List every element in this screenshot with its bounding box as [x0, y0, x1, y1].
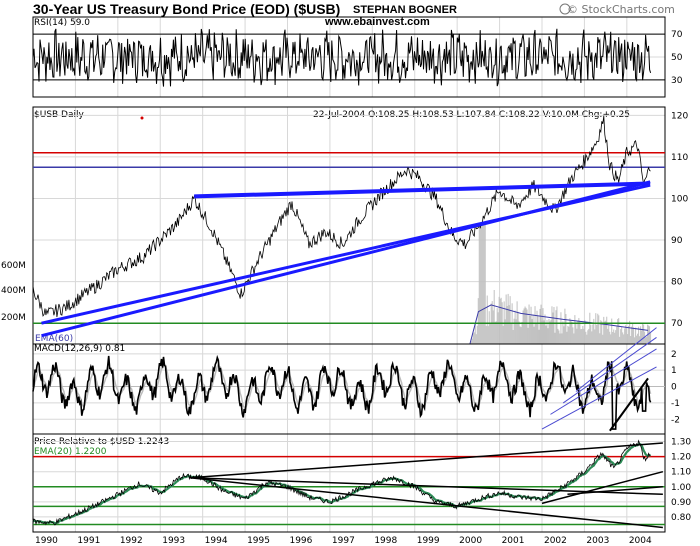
marker-dot [140, 116, 144, 120]
relative-trendline [189, 476, 663, 529]
x-tick-label: 1996 [289, 536, 312, 546]
y-tick-label: 90 [671, 236, 683, 246]
year-gridlines [32, 17, 628, 532]
rsi-line [32, 28, 652, 87]
relative-line [32, 439, 651, 526]
credit-text: © StockCharts.com [567, 3, 675, 16]
volume-tick-label: 200M [1, 313, 26, 323]
relative-trendline [189, 442, 663, 479]
price-trendline [194, 181, 651, 199]
y-tick-label: 30 [671, 76, 683, 86]
relative-trendline [189, 476, 663, 496]
y-tick-label: 1.00 [671, 483, 691, 493]
relative-ema-label: EMA(20) 1.2200 [34, 447, 107, 457]
x-tick-label: 1995 [247, 536, 270, 546]
volume-tick-label: 600M [1, 261, 26, 271]
y-tick-label: 80 [671, 278, 683, 288]
x-tick-label: 1997 [332, 536, 355, 546]
panel-frame [32, 106, 666, 345]
y-tick-label: 70 [671, 30, 683, 40]
price-panel: $USB Daily 22-Jul-2004 O:108.25 H:108.53… [1, 106, 688, 345]
macd-trendline [541, 366, 657, 430]
x-tick-label: 2000 [459, 536, 482, 546]
x-axis: 1990 1991 1992 1993 1994 1995 1996 1997 1998 1999… [35, 536, 652, 546]
y-tick-label: 1.30 [671, 438, 691, 448]
x-tick-label: 2004 [629, 536, 652, 546]
y-tick-label: 1 [671, 366, 677, 376]
macd-line [32, 354, 652, 430]
ema60-volume-line [469, 304, 649, 345]
y-tick-label: 70 [671, 319, 683, 329]
macd-trendline [609, 377, 649, 432]
chart-site: www.ebainvest.com [324, 16, 430, 28]
rsi-label: RSI(14) 59.0 [34, 18, 90, 28]
x-tick-label: 1991 [77, 536, 100, 546]
macd-panel: MACD(12,26,9) 0.81 -2 -1 0 1 2 [32, 327, 680, 435]
y-tick-label: 0.80 [671, 513, 691, 523]
y-tick-label: -2 [671, 415, 680, 425]
x-tick-label: 1998 [374, 536, 397, 546]
chart-title: 30-Year US Treasury Bond Price (EOD) ($U… [33, 1, 340, 17]
y-tick-label: -1 [671, 399, 680, 409]
y-tick-label: 50 [671, 53, 683, 63]
x-tick-label: 1992 [120, 536, 143, 546]
macd-trendline [575, 327, 657, 392]
y-tick-label: 110 [671, 153, 688, 163]
panel-frame [32, 433, 666, 533]
y-tick-label: 1.10 [671, 468, 691, 478]
ema60-label: EMA(60) [35, 334, 73, 344]
x-tick-label: 2001 [502, 536, 525, 546]
price-line [32, 115, 651, 318]
y-tick-label: 2 [671, 350, 677, 360]
price-trendline [41, 180, 651, 338]
relative-trendline [541, 470, 664, 505]
x-tick-label: 1999 [417, 536, 440, 546]
y-tick-label: 1.20 [671, 453, 691, 463]
panel-frame [32, 343, 666, 435]
volume-tick-label: 400M [1, 286, 26, 296]
relative-panel: Price Relative to $USD 1.2243 EMA(20) 1.… [32, 433, 691, 533]
macd-trendline [550, 348, 657, 415]
y-tick-label: 0 [671, 383, 677, 393]
rsi-panel: RSI(14) 59.0 30 50 70 [32, 16, 683, 98]
y-tick-label: 120 [671, 111, 688, 121]
x-tick-label: 1993 [162, 536, 185, 546]
x-tick-label: 1994 [205, 536, 228, 546]
y-tick-label: 0.90 [671, 498, 691, 508]
x-tick-label: 2003 [586, 536, 609, 546]
macd-trendline [562, 337, 657, 404]
y-tick-label: 100 [671, 194, 688, 204]
x-tick-label: 2002 [544, 536, 567, 546]
stockcharts-credit: © StockCharts.com [559, 3, 675, 16]
x-tick-label: 1990 [35, 536, 58, 546]
chart-author: STEPHAN BOGNER [353, 4, 457, 16]
macd-label: MACD(12,26,9) 0.81 [34, 344, 125, 354]
relative-trendline [567, 486, 663, 496]
